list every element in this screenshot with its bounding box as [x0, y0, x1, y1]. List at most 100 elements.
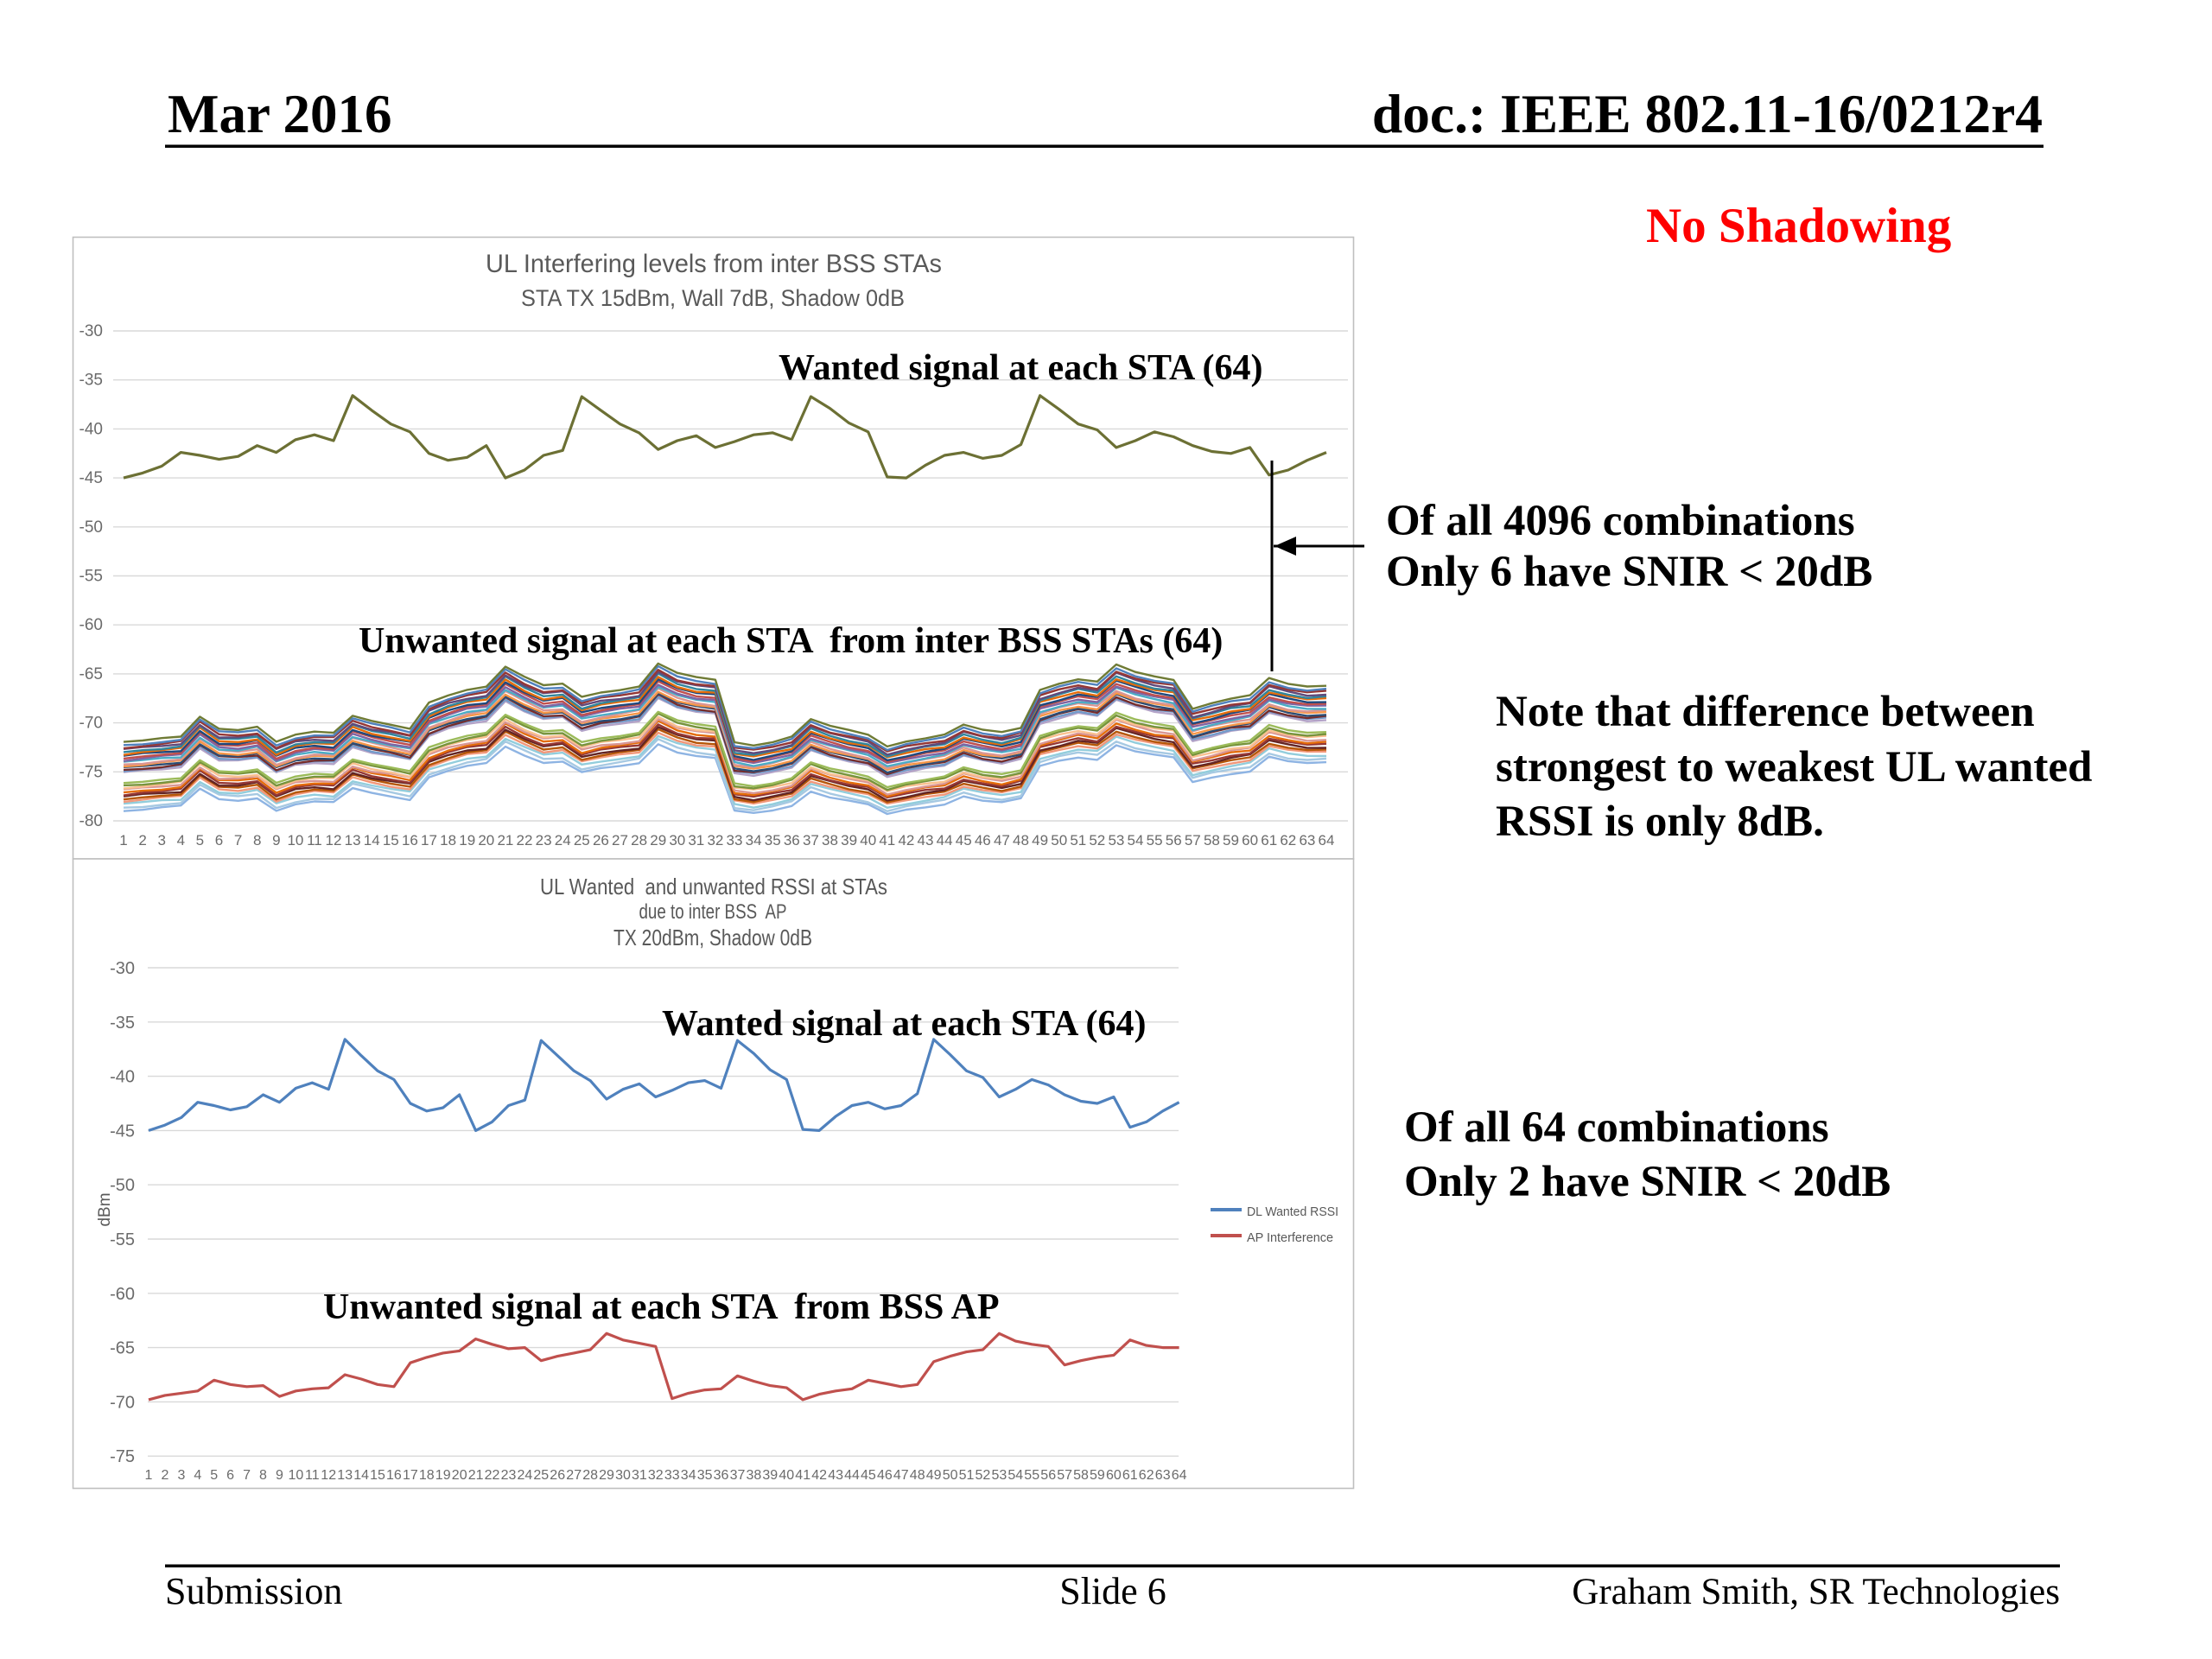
- svg-text:27: 27: [566, 1468, 582, 1483]
- svg-text:-70: -70: [79, 715, 103, 733]
- svg-text:18: 18: [440, 832, 456, 849]
- svg-text:64: 64: [1319, 832, 1335, 849]
- svg-text:16: 16: [386, 1468, 402, 1483]
- svg-text:26: 26: [593, 832, 609, 849]
- svg-text:4: 4: [194, 1468, 201, 1483]
- svg-text:50: 50: [943, 1468, 958, 1483]
- svg-text:-40: -40: [79, 420, 103, 438]
- svg-text:31: 31: [688, 832, 704, 849]
- svg-text:1: 1: [145, 1468, 153, 1483]
- svg-text:7: 7: [234, 832, 242, 849]
- svg-text:47: 47: [994, 832, 1010, 849]
- svg-text:62: 62: [1139, 1468, 1154, 1483]
- svg-text:-70: -70: [110, 1393, 135, 1412]
- svg-text:-30: -30: [110, 959, 135, 978]
- svg-text:RSSI is only 8dB.: RSSI is only 8dB.: [1496, 798, 1824, 846]
- svg-text:32: 32: [648, 1468, 664, 1483]
- svg-text:3: 3: [157, 832, 165, 849]
- svg-text:37: 37: [730, 1468, 746, 1483]
- svg-text:strongest to weakest UL wanted: strongest to weakest UL wanted: [1496, 743, 2092, 791]
- svg-text:61: 61: [1261, 832, 1277, 849]
- svg-text:6: 6: [226, 1468, 234, 1483]
- svg-text:6: 6: [215, 832, 223, 849]
- svg-text:29: 29: [650, 832, 666, 849]
- svg-text:55: 55: [1147, 832, 1163, 849]
- svg-text:Mar 2016: Mar 2016: [168, 84, 392, 144]
- svg-text:STA TX 15dBm, Wall 7dB, Shadow: STA TX 15dBm, Wall 7dB, Shadow 0dB: [521, 285, 905, 311]
- svg-text:10: 10: [289, 1468, 304, 1483]
- svg-text:37: 37: [803, 832, 819, 849]
- svg-text:5: 5: [196, 832, 204, 849]
- svg-text:62: 62: [1280, 832, 1296, 849]
- svg-text:-60: -60: [79, 616, 103, 634]
- svg-text:27: 27: [612, 832, 628, 849]
- svg-text:56: 56: [1040, 1468, 1056, 1483]
- svg-text:42: 42: [898, 832, 914, 849]
- svg-text:52: 52: [1089, 832, 1105, 849]
- svg-text:36: 36: [714, 1468, 729, 1483]
- svg-text:12: 12: [326, 832, 342, 849]
- svg-text:45: 45: [956, 832, 972, 849]
- svg-text:7: 7: [243, 1468, 251, 1483]
- svg-text:9: 9: [276, 1468, 283, 1483]
- svg-text:40: 40: [779, 1468, 794, 1483]
- svg-text:14: 14: [364, 832, 380, 849]
- svg-text:-50: -50: [79, 518, 103, 537]
- svg-text:UL Wanted and unwanted RSSI a: UL Wanted and unwanted RSSI at STAs: [540, 874, 887, 899]
- svg-text:-40: -40: [110, 1068, 135, 1087]
- svg-text:23: 23: [501, 1468, 517, 1483]
- svg-text:-45: -45: [110, 1122, 135, 1141]
- svg-text:-65: -65: [79, 665, 103, 683]
- svg-text:25: 25: [574, 832, 590, 849]
- svg-text:42: 42: [811, 1468, 827, 1483]
- svg-text:39: 39: [841, 832, 857, 849]
- svg-text:31: 31: [632, 1468, 647, 1483]
- svg-text:AP Interference: AP Interference: [1247, 1230, 1333, 1245]
- svg-text:21: 21: [468, 1468, 484, 1483]
- svg-text:25: 25: [533, 1468, 549, 1483]
- svg-text:Of all 64 combinations: Of all 64 combinations: [1404, 1103, 1829, 1152]
- svg-text:58: 58: [1204, 832, 1220, 849]
- svg-text:41: 41: [879, 832, 895, 849]
- svg-text:Slide 6: Slide 6: [1059, 1570, 1166, 1612]
- svg-text:60: 60: [1242, 832, 1258, 849]
- svg-text:38: 38: [822, 832, 838, 849]
- svg-text:63: 63: [1299, 832, 1315, 849]
- svg-text:38: 38: [747, 1468, 762, 1483]
- svg-text:34: 34: [681, 1468, 696, 1483]
- svg-text:Submission: Submission: [165, 1570, 342, 1612]
- svg-text:19: 19: [435, 1468, 451, 1483]
- svg-text:54: 54: [1128, 832, 1144, 849]
- svg-text:50: 50: [1051, 832, 1067, 849]
- svg-text:57: 57: [1185, 832, 1201, 849]
- svg-text:35: 35: [765, 832, 781, 849]
- svg-text:2: 2: [161, 1468, 168, 1483]
- svg-text:18: 18: [419, 1468, 435, 1483]
- svg-text:Wanted signal at each STA (64): Wanted signal at each STA (64): [662, 1004, 1146, 1044]
- svg-text:Note that difference between: Note that difference between: [1496, 688, 2035, 736]
- svg-text:24: 24: [518, 1468, 533, 1483]
- svg-text:43: 43: [918, 832, 934, 849]
- svg-text:-45: -45: [79, 469, 103, 487]
- svg-text:33: 33: [664, 1468, 680, 1483]
- svg-text:34: 34: [746, 832, 762, 849]
- svg-text:DL Wanted RSSI: DL Wanted RSSI: [1247, 1205, 1338, 1219]
- svg-text:17: 17: [421, 832, 437, 849]
- svg-text:19: 19: [459, 832, 475, 849]
- svg-text:UL Interfering levels from int: UL Interfering levels from inter BSS STA…: [486, 250, 942, 278]
- svg-text:3: 3: [177, 1468, 185, 1483]
- svg-text:-75: -75: [79, 763, 103, 781]
- svg-text:57: 57: [1057, 1468, 1072, 1483]
- svg-text:43: 43: [828, 1468, 843, 1483]
- svg-text:59: 59: [1090, 1468, 1105, 1483]
- svg-text:32: 32: [707, 832, 723, 849]
- svg-text:46: 46: [877, 1468, 893, 1483]
- svg-text:28: 28: [582, 1468, 598, 1483]
- svg-text:9: 9: [272, 832, 280, 849]
- svg-text:11: 11: [305, 1468, 320, 1483]
- svg-text:15: 15: [383, 832, 399, 849]
- svg-text:28: 28: [631, 832, 647, 849]
- svg-text:14: 14: [353, 1468, 369, 1483]
- svg-text:Graham Smith, SR Technologies: Graham Smith, SR Technologies: [1572, 1572, 2060, 1612]
- svg-text:8: 8: [259, 1468, 267, 1483]
